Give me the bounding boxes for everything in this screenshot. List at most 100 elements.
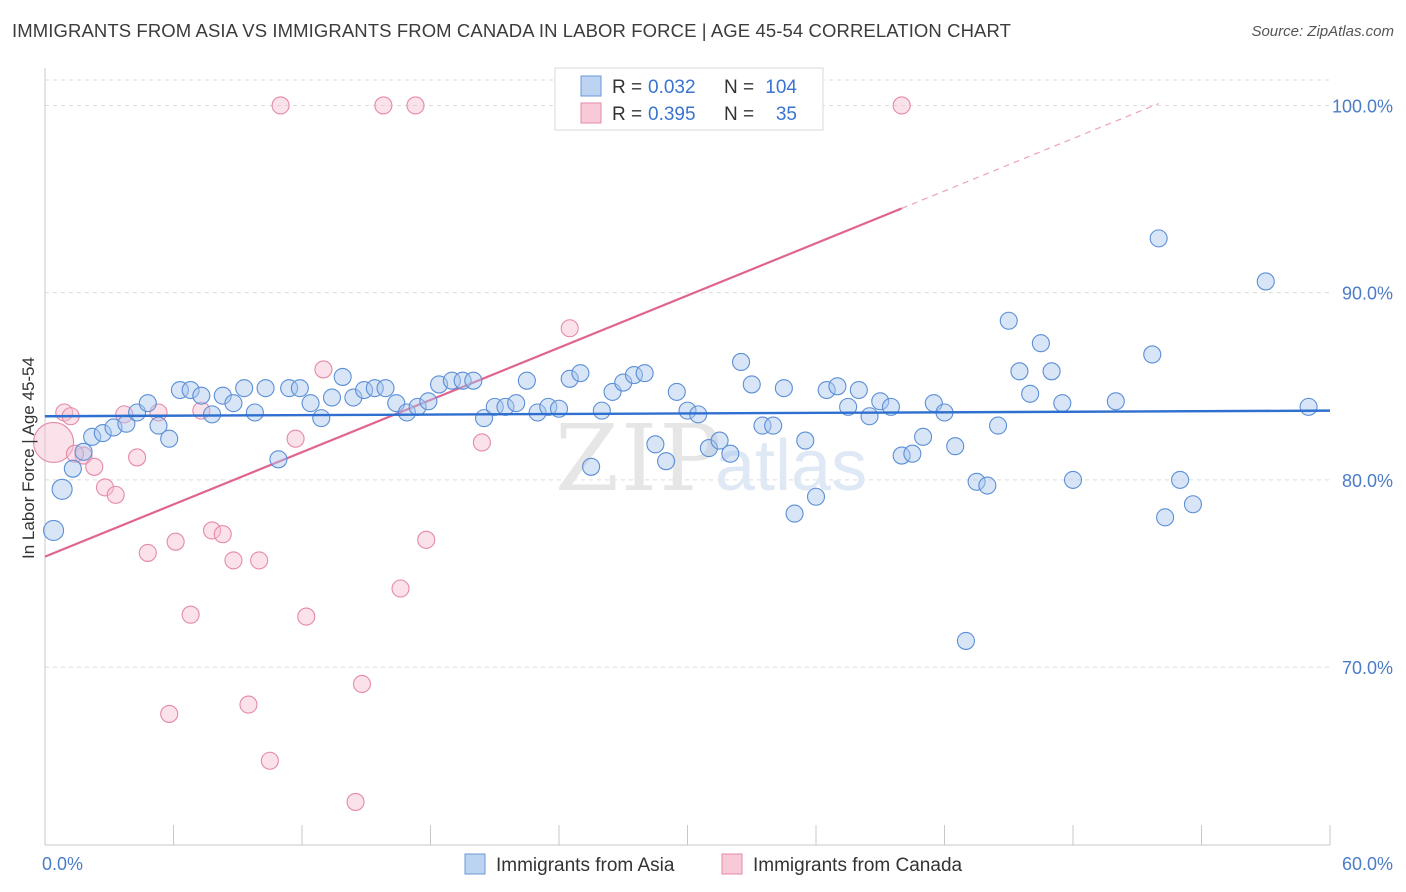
legend-asia-r-value: 0.032 [648, 77, 696, 98]
legend-asia-swatch [580, 75, 602, 97]
canada-point [250, 551, 269, 570]
canada-point [271, 96, 290, 115]
asia-point [528, 403, 547, 422]
asia-point [1156, 508, 1175, 527]
bottom-legend-asia-label: Immigrants from Asia [496, 855, 675, 876]
asia-point [871, 392, 890, 411]
canada-point [85, 457, 104, 476]
asia-point [224, 394, 243, 413]
legend-canada-n-value: 35 [776, 104, 797, 125]
y-axis-label: In Labor Force | Age 45-54 [19, 357, 38, 559]
asia-point [464, 371, 483, 390]
asia-point [881, 397, 901, 416]
watermark: ZIP atlas [555, 405, 867, 512]
y-tick-labels: 70.0% 80.0% 90.0% 100.0% [1332, 96, 1393, 678]
trend-line-canada-dashed [901, 103, 1159, 209]
asia-point [1143, 345, 1162, 364]
canada-point [346, 792, 365, 811]
asia-point [849, 380, 868, 400]
asia-point [83, 427, 102, 446]
asia-point [376, 379, 395, 398]
canada-point [160, 704, 179, 723]
x-tick-label: 0.0% [42, 854, 83, 874]
asia-point [43, 519, 65, 542]
asia-point [1031, 334, 1050, 353]
asia-point [1149, 229, 1168, 248]
asia-point [1171, 470, 1190, 489]
canada-point [213, 525, 232, 544]
asia-point [956, 631, 975, 650]
asia-point [517, 371, 536, 390]
asia-point [860, 407, 879, 426]
legend-canada-r-label: R = [612, 104, 642, 125]
asia-point [828, 377, 847, 396]
asia-point [1183, 495, 1202, 514]
asia-point [731, 352, 751, 371]
asia-point [753, 416, 772, 435]
asia-point [1063, 470, 1083, 489]
asia-point [560, 369, 579, 388]
asia-point [312, 409, 331, 428]
asia-point [397, 403, 416, 422]
bottom-legend-asia-swatch [464, 853, 486, 875]
canada-point [260, 751, 279, 770]
asia-point [1010, 362, 1029, 381]
canada-point [374, 96, 393, 115]
x-tick-label: 60.0% [1342, 854, 1393, 874]
asia-point [290, 379, 309, 398]
canada-point [472, 433, 491, 452]
asia-point [796, 431, 815, 450]
canada-point [560, 319, 579, 338]
asia-point [322, 388, 342, 407]
grid-lines [45, 79, 1330, 668]
y-tick-label: 100.0% [1332, 96, 1393, 116]
asia-point [63, 459, 82, 478]
asia-point [74, 442, 93, 461]
canada-point [239, 695, 258, 714]
asia-point [635, 364, 654, 383]
canada-point [297, 607, 316, 626]
asia-point [764, 416, 783, 435]
canada-point [95, 478, 115, 497]
asia-point [817, 380, 836, 400]
chart-title: IMMIGRANTS FROM ASIA VS IMMIGRANTS FROM … [12, 20, 1012, 41]
asia-point [999, 311, 1018, 330]
y-tick-label: 90.0% [1342, 284, 1393, 304]
canada-point [181, 605, 200, 624]
asia-point [269, 450, 288, 469]
asia-point [1042, 362, 1061, 381]
asia-point [646, 435, 665, 454]
asia-point [914, 427, 933, 446]
series-canada-points [33, 96, 911, 811]
canada-point [391, 579, 410, 598]
watermark-zip: ZIP [555, 405, 723, 512]
asia-point [1021, 384, 1040, 403]
asia-point [160, 429, 179, 448]
source-credit: Source: ZipAtlas.com [1251, 23, 1394, 40]
legend-canada-r-value: 0.395 [648, 104, 696, 125]
asia-point [93, 424, 112, 443]
asia-point [678, 401, 697, 420]
legend-canada-swatch [580, 102, 602, 124]
asia-point [419, 392, 438, 411]
bottom-legend-canada-label: Immigrants from Canada [753, 855, 963, 876]
top-legend: R = 0.032 N = 104 R = 0.395 N = 35 [554, 67, 824, 131]
asia-point [149, 416, 168, 435]
canada-point [224, 551, 243, 570]
asia-point [1106, 392, 1125, 411]
asia-point [903, 444, 922, 463]
trend-line-asia [44, 409, 1331, 418]
axes [44, 68, 1331, 846]
asia-point [710, 431, 729, 450]
asia-point [946, 437, 965, 456]
canada-point [892, 96, 911, 115]
canada-point [106, 485, 125, 504]
asia-point [256, 379, 275, 398]
asia-point [453, 371, 472, 390]
asia-point [245, 403, 264, 422]
asia-point [839, 397, 858, 416]
asia-point [721, 444, 740, 463]
asia-point [774, 379, 793, 398]
asia-point [301, 394, 320, 413]
